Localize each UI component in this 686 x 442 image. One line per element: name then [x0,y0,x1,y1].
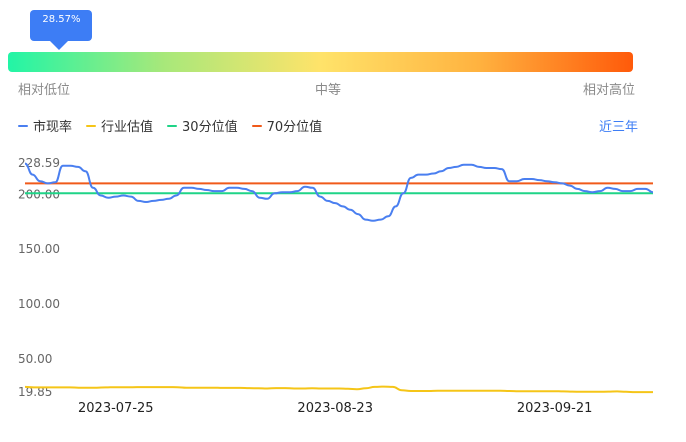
y-tick-label: 228.59 [18,156,60,170]
y-tick-label: 200.00 [18,187,60,201]
chart-legend: 市现率 行业估值 30分位值 70分位值 [18,116,322,135]
percentile-gradient-bar [8,52,633,72]
legend-swatch-industry [86,124,97,127]
legend-label-p70: 70分位值 [266,120,323,135]
legend-swatch-p70 [251,124,262,127]
range-selector-button[interactable]: 近三年 [599,120,639,135]
y-tick-label: 150.00 [18,242,60,256]
y-tick-label: 100.00 [18,297,60,311]
legend-label-p30: 30分位值 [182,120,238,135]
y-tick-label: 50.00 [18,352,52,366]
legend-item-pcf[interactable]: 市现率 [18,116,72,135]
legend-item-p30[interactable]: 30分位值 [167,116,238,135]
legend-label-industry: 行业估值 [101,120,154,135]
y-tick-label: 19.85 [18,385,52,399]
legend-item-industry[interactable]: 行业估值 [86,116,153,135]
x-tick-label: 2023-07-25 [78,401,154,416]
pcf-ratio-line [24,162,654,222]
x-tick-label: 2023-09-21 [517,401,593,416]
legend-swatch-pcf [18,124,28,127]
scale-label-mid: 中等 [315,83,342,98]
scale-label-low: 相对低位 [18,83,71,98]
legend-item-p70[interactable]: 70分位值 [251,116,323,135]
scale-label-high: 相对高位 [583,83,636,98]
legend-swatch-p30 [167,124,178,127]
industry-valuation-line [24,385,653,394]
percentile-value: 28.57% [42,14,81,25]
percentile-tooltip: 28.57% [30,10,93,50]
legend-label-pcf: 市现率 [33,120,73,135]
x-tick-label: 2023-08-23 [297,401,373,416]
